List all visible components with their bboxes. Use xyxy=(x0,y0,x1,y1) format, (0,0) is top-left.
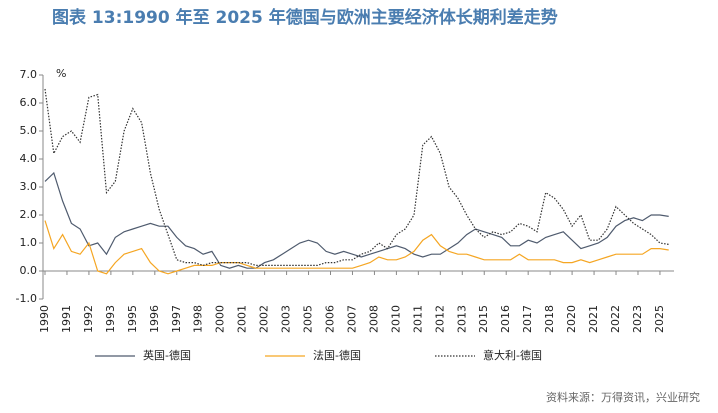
x-tick-label: 1995 xyxy=(126,305,139,333)
x-tick-label: 2020 xyxy=(565,305,578,333)
y-unit: % xyxy=(56,67,66,80)
y-tick-label: 4.0 xyxy=(20,152,38,165)
x-tick-label: 2001 xyxy=(236,305,249,333)
x-tick-label: 2018 xyxy=(543,305,556,333)
x-tick-label: 1997 xyxy=(170,305,183,333)
x-tick-label: 2016 xyxy=(499,305,512,333)
y-tick-label: 6.0 xyxy=(20,96,38,109)
x-tick-label: 2002 xyxy=(258,305,271,333)
chart-title: 图表 13:1990 年至 2025 年德国与欧洲主要经济体长期利差走势 xyxy=(52,7,558,28)
x-tick-label: 2025 xyxy=(653,305,666,333)
legend-label: 法国-德国 xyxy=(313,348,361,362)
source: 资料来源：万得资讯，兴业研究 xyxy=(546,390,700,404)
x-tick-label: 1992 xyxy=(82,305,95,333)
x-tick-label: 2023 xyxy=(631,305,644,333)
legend-label: 英国-德国 xyxy=(143,348,191,362)
x-tick-label: 2003 xyxy=(280,305,293,333)
x-tick-label: 1998 xyxy=(192,305,205,333)
x-tick-label: 2008 xyxy=(367,305,380,333)
x-tick-label: 2022 xyxy=(609,305,622,333)
x-tick-label: 2017 xyxy=(521,305,534,333)
x-tick-label: 2021 xyxy=(587,305,600,333)
series-line xyxy=(44,88,669,267)
y-tick-label: -1.0 xyxy=(16,292,37,305)
series-line xyxy=(44,171,669,269)
y-tick-label: 7.0 xyxy=(20,68,38,81)
y-tick-label: 5.0 xyxy=(20,124,38,137)
x-tick-label: 2012 xyxy=(433,305,446,333)
x-tick-label: 1991 xyxy=(60,305,73,333)
y-tick-label: 1.0 xyxy=(20,236,38,249)
x-tick-label: 2013 xyxy=(455,305,468,333)
x-tick-label: 2005 xyxy=(302,305,315,333)
x-tick-label: 2010 xyxy=(389,305,402,333)
x-tick-label: 2011 xyxy=(411,305,424,333)
x-tick-label: 1990 xyxy=(38,305,51,333)
y-tick-label: 3.0 xyxy=(20,180,38,193)
x-tick-label: 1996 xyxy=(148,305,161,333)
y-tick-label: 2.0 xyxy=(20,208,38,221)
x-tick-label: 2006 xyxy=(324,305,337,333)
x-tick-label: 1993 xyxy=(104,305,117,333)
x-tick-label: 2007 xyxy=(345,305,358,333)
series-line xyxy=(44,220,669,275)
legend-label: 意大利-德国 xyxy=(483,348,542,362)
x-tick-label: 2015 xyxy=(477,305,490,333)
y-tick-label: 0.0 xyxy=(20,264,38,277)
x-tick-label: 2000 xyxy=(214,305,227,333)
